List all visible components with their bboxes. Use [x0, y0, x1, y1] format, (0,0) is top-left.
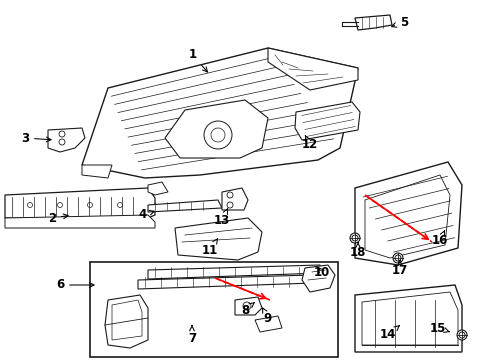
Polygon shape [354, 285, 461, 352]
Polygon shape [164, 100, 267, 158]
Polygon shape [5, 188, 155, 218]
Polygon shape [222, 188, 247, 210]
Text: 13: 13 [213, 208, 230, 226]
Circle shape [351, 235, 357, 241]
Polygon shape [354, 15, 391, 30]
Text: 11: 11 [202, 238, 218, 256]
Circle shape [458, 332, 464, 338]
Polygon shape [235, 297, 262, 315]
Text: 8: 8 [241, 302, 254, 316]
Text: 9: 9 [262, 308, 271, 324]
Text: 15: 15 [429, 321, 448, 334]
Text: 4: 4 [139, 208, 154, 221]
Circle shape [394, 255, 400, 261]
Polygon shape [175, 218, 262, 260]
Polygon shape [267, 48, 357, 90]
Text: 14: 14 [379, 325, 398, 342]
Circle shape [392, 253, 402, 263]
Text: 1: 1 [188, 49, 207, 72]
Circle shape [456, 330, 466, 340]
Polygon shape [302, 265, 334, 292]
Polygon shape [105, 295, 148, 348]
Polygon shape [5, 215, 155, 228]
Bar [90, 262, 337, 357]
Polygon shape [294, 102, 359, 140]
Text: 7: 7 [187, 326, 196, 345]
Polygon shape [148, 200, 222, 212]
Circle shape [349, 233, 359, 243]
Polygon shape [82, 165, 112, 178]
Polygon shape [48, 128, 85, 152]
Text: 5: 5 [391, 15, 407, 28]
Text: 18: 18 [349, 243, 366, 258]
Text: 12: 12 [301, 136, 318, 152]
Text: 10: 10 [313, 266, 329, 279]
Polygon shape [148, 182, 168, 195]
Text: 2: 2 [48, 211, 68, 225]
Text: 16: 16 [431, 231, 447, 247]
Polygon shape [82, 48, 357, 178]
Text: 17: 17 [391, 261, 407, 276]
Text: 6: 6 [56, 279, 94, 292]
Polygon shape [254, 316, 282, 332]
Polygon shape [138, 275, 313, 289]
Polygon shape [354, 162, 461, 265]
Text: 3: 3 [21, 131, 51, 144]
Polygon shape [148, 265, 321, 279]
